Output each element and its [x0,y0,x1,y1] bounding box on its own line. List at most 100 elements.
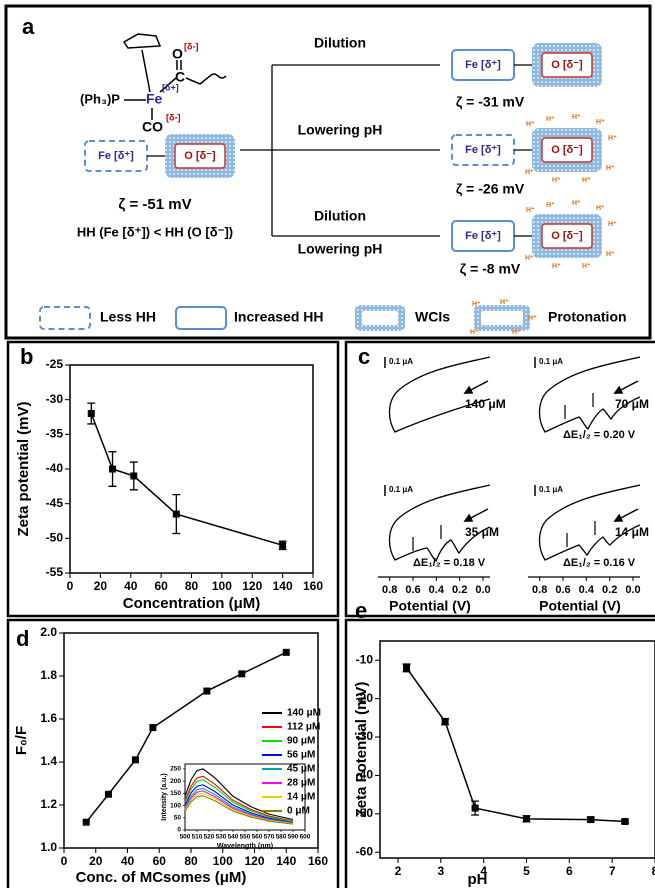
y-tick-label: 50 [174,814,182,821]
data-line [184,792,294,825]
proton: H⁺ [608,221,617,228]
panel-frame [6,340,340,618]
data-point [149,724,157,732]
y-tick-label: -50 [356,806,374,820]
y-tick-label: 1.2 [40,797,57,811]
x-tick-label: 570 [264,834,275,841]
x-tick-label: 540 [228,834,239,841]
legend-label: Protonation [548,309,627,325]
y-tick-label: 1.4 [40,754,57,768]
fe-label: Fe [δ⁺] [465,59,501,71]
panel-frame [6,618,340,888]
data-line [184,787,294,824]
y-tick-label: -20 [356,691,374,705]
proton: H⁺ [582,263,591,270]
axes-frame [69,364,314,574]
arrow [463,380,489,394]
scale-label: 0.1 μA [539,357,563,366]
concentration-label: 140 μM [465,397,506,411]
atom: C [175,69,185,85]
legend-swatch [175,306,227,330]
y-tick-label: -50 [46,531,64,545]
x-tick-label: 60 [154,579,168,593]
legend-label: Less HH [100,309,156,325]
data-point [587,816,595,824]
data-point [471,804,479,812]
o-label: O [δ⁻] [551,230,583,242]
data-line [184,795,294,825]
x-tick-label: 140 [273,579,293,593]
data-line [184,790,294,824]
scale-label: 0.1 μA [539,485,563,494]
x-tick-label: 60 [153,854,167,868]
y-axis-label: Intensity (a.u.) [161,773,168,820]
proton: H⁺ [500,299,509,306]
y-tick-label: -40 [46,461,64,475]
arrow [463,508,489,522]
legend-swatch [481,311,523,325]
delta-e-label: ΔE₁/₂ = 0.18 V [413,557,486,569]
y-tick-label: 1.0 [40,840,57,854]
x-tick-label: 550 [240,834,251,841]
legend-swatch [39,306,91,330]
legend-label: 45 μM [287,764,315,775]
x-tick-label: 0.2 [602,584,617,596]
ligand: (Ph₃)P [80,91,120,106]
y-tick-label: -45 [46,496,64,510]
fe-label: Fe [δ⁺] [465,144,501,156]
panel-label: a [22,14,35,39]
proton: H⁺ [608,135,617,142]
y-tick-label: 2.0 [40,625,57,639]
proton: H⁺ [512,329,521,336]
branch-lines [240,64,440,237]
legend-label: 90 μM [287,736,315,747]
legend-label: WCIs [415,309,450,325]
atom: O [172,46,183,62]
data-line [184,784,294,823]
proton: H⁺ [582,177,591,184]
proton: H⁺ [526,121,535,128]
condition: Lowering pH [298,122,383,138]
proton: H⁺ [525,255,534,262]
arrow [613,508,639,522]
x-tick-label: 120 [242,579,262,593]
data-point [282,648,290,656]
y-tick-label: 100 [170,802,181,809]
x-tick-label: 560 [252,834,263,841]
y-tick-label: -40 [356,768,374,782]
bond [141,49,151,93]
y-axis-label: Zeta Potential (mV) [353,682,370,818]
cv-trace [538,484,641,561]
concentration-label: 70 μM [615,397,649,411]
panel-label: c [358,344,370,369]
x-tick-label: 140 [276,854,296,868]
panel-label: b [20,344,33,369]
x-tick-label: 0.6 [405,584,420,596]
x-tick-label: 0.8 [382,584,397,596]
y-tick-label: 250 [170,766,181,773]
proton: H⁺ [606,251,615,258]
hh-relation: HH (Fe [δ⁺]) < HH (O [δ⁻]) [77,224,233,239]
x-tick-label: 590 [288,834,299,841]
x-tick-label: 520 [204,834,215,841]
data-point [279,541,287,549]
o-box [541,137,593,163]
x-tick-label: 510 [192,834,203,841]
o-label: O [δ⁻] [551,144,583,156]
proton: H⁺ [546,202,555,209]
x-tick-label: 120 [244,854,264,868]
x-tick-label: 0 [67,579,74,593]
data-point [109,465,117,473]
proton: H⁺ [470,329,479,336]
x-tick-label: 2 [395,864,402,878]
x-tick-label: 500 [180,834,191,841]
y-tick-label: 150 [170,790,181,797]
x-tick-label: 160 [308,854,328,868]
proton: H⁺ [596,205,605,212]
data-line [405,667,626,823]
proton: H⁺ [572,114,581,121]
proton: H⁺ [526,207,535,214]
scale-label: 0.1 μA [389,357,413,366]
condition: Lowering pH [298,241,383,257]
